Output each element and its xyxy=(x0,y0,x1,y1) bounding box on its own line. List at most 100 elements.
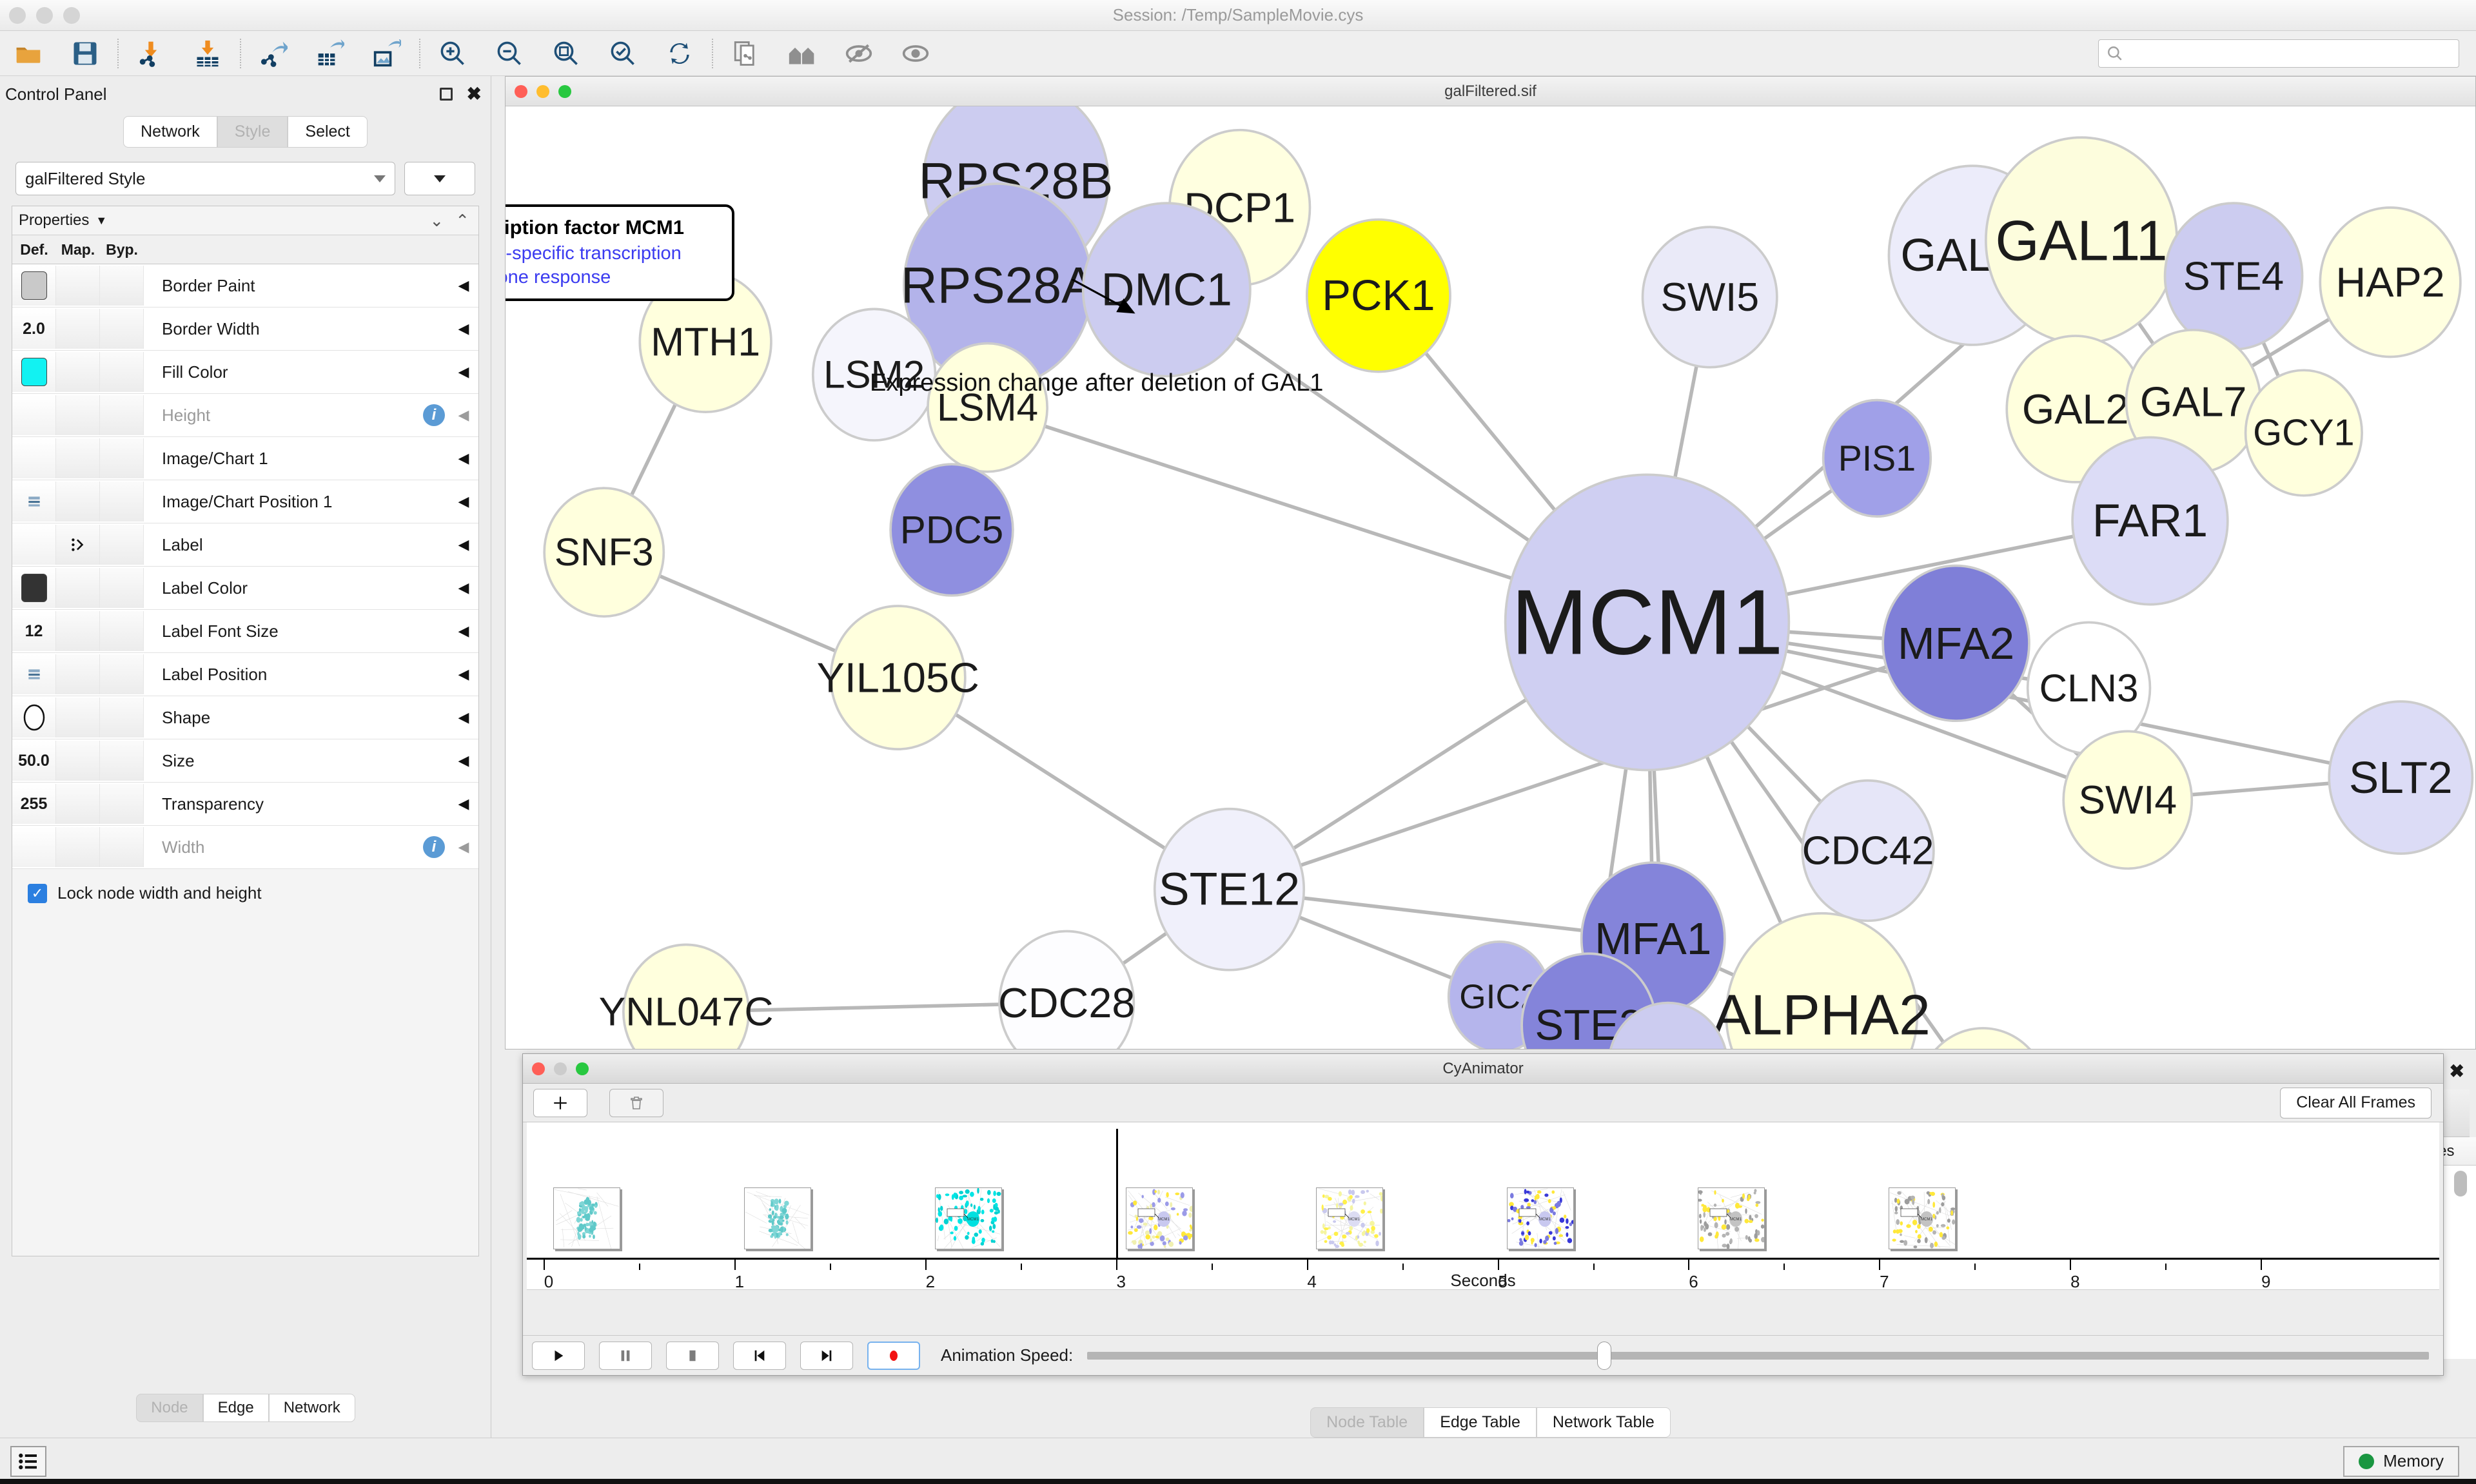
tab-edge[interactable]: Edge xyxy=(202,1394,269,1422)
property-default-cell[interactable]: 2.0 xyxy=(12,309,56,349)
search-input[interactable] xyxy=(2098,39,2459,68)
network-node[interactable]: MFA2 xyxy=(1882,564,2030,723)
info-icon[interactable]: i xyxy=(423,404,445,426)
property-bypass-cell[interactable] xyxy=(100,784,144,824)
property-row[interactable]: Shape ◀ xyxy=(12,696,478,739)
expand-property-icon[interactable]: ◀ xyxy=(458,709,469,725)
table-scrollbar[interactable] xyxy=(2454,1171,2467,1196)
network-node[interactable]: LSM4 xyxy=(927,342,1048,473)
property-bypass-cell[interactable] xyxy=(100,698,144,737)
expand-property-icon[interactable]: ◀ xyxy=(458,796,469,812)
network-node[interactable]: SWI5 xyxy=(1641,226,1778,369)
tab-network-style[interactable]: Network xyxy=(268,1394,355,1422)
tab-node[interactable]: Node xyxy=(136,1394,203,1422)
minimize-window-button[interactable] xyxy=(36,6,53,24)
network-node[interactable]: GAL11 xyxy=(1985,136,2178,345)
style-select[interactable]: galFiltered Style xyxy=(15,162,395,195)
animation-speed-slider[interactable] xyxy=(1087,1341,2429,1370)
zoom-selected-icon[interactable] xyxy=(594,31,651,76)
first-neighbors-icon[interactable] xyxy=(774,31,830,76)
property-mapping-cell[interactable] xyxy=(56,827,100,867)
property-mapping-cell[interactable] xyxy=(56,525,100,565)
network-node[interactable]: LSM2 xyxy=(811,308,937,442)
property-row[interactable]: Image/Chart 1 ◀ xyxy=(12,437,478,480)
add-frame-button[interactable] xyxy=(533,1088,587,1117)
timeline-frame[interactable] xyxy=(743,1187,811,1249)
pause-button[interactable] xyxy=(599,1341,652,1370)
property-default-cell[interactable]: 50.0 xyxy=(12,741,56,781)
color-swatch[interactable] xyxy=(21,358,47,386)
expand-property-icon[interactable]: ◀ xyxy=(458,666,469,682)
property-row[interactable]: 50.0 Size ◀ xyxy=(12,739,478,783)
property-default-cell[interactable] xyxy=(12,266,56,306)
timeline-playhead[interactable] xyxy=(1115,1129,1118,1258)
timeline-frame[interactable]: MCM1 xyxy=(1698,1187,1765,1249)
expand-property-icon[interactable]: ◀ xyxy=(458,752,469,768)
cyanimator-timeline[interactable]: Seconds MCM1 MCM1 MCM1 MCM1 MCM1 MCM1 0 1 2 3 4 5 6 7… xyxy=(527,1122,2439,1291)
network-node[interactable]: YIL105C xyxy=(817,605,979,751)
tab-edge-table[interactable]: Edge Table xyxy=(1424,1407,1537,1438)
zoom-in-icon[interactable] xyxy=(424,31,481,76)
delete-frame-button[interactable] xyxy=(609,1088,663,1117)
import-table-icon[interactable] xyxy=(179,31,236,76)
property-mapping-cell[interactable] xyxy=(56,438,100,478)
color-swatch[interactable] xyxy=(21,574,47,602)
expand-property-icon[interactable]: ◀ xyxy=(458,536,469,552)
previous-frame-button[interactable] xyxy=(733,1341,786,1370)
timeline-frame[interactable]: MCM1 xyxy=(1889,1187,1956,1249)
clear-all-frames-button[interactable]: Clear All Frames xyxy=(2280,1087,2432,1118)
property-bypass-cell[interactable] xyxy=(100,438,144,478)
minimize-window-button[interactable] xyxy=(554,1062,567,1075)
property-row[interactable]: Label Position ◀ xyxy=(12,653,478,696)
info-icon[interactable]: i xyxy=(423,836,445,858)
network-node[interactable]: YNL047C xyxy=(599,943,774,1049)
property-row[interactable]: 12 Label Font Size ◀ xyxy=(12,610,478,653)
property-bypass-cell[interactable] xyxy=(100,827,144,867)
property-row[interactable]: 255 Transparency ◀ xyxy=(12,783,478,826)
network-node[interactable]: ALPHA2 xyxy=(1713,912,1931,1049)
zoom-fit-icon[interactable] xyxy=(538,31,594,76)
property-default-cell[interactable] xyxy=(12,827,56,867)
property-mapping-cell[interactable] xyxy=(56,568,100,608)
network-node[interactable]: MTH1 xyxy=(638,270,772,413)
network-canvas[interactable]: DCP1 RPS28B RPS28A DMC1 PCK1 SWI5 GAL80 GAL11 ST… xyxy=(506,106,2475,1049)
property-default-cell[interactable] xyxy=(12,438,56,478)
network-node[interactable]: CDC42 xyxy=(1801,779,1935,923)
property-mapping-cell[interactable] xyxy=(56,309,100,349)
property-bypass-cell[interactable] xyxy=(100,654,144,694)
tab-style[interactable]: Style xyxy=(217,116,288,148)
property-default-cell[interactable]: 12 xyxy=(12,611,56,651)
property-row[interactable]: Width i ◀ xyxy=(12,826,478,869)
slider-knob[interactable] xyxy=(1597,1341,1611,1370)
network-node[interactable]: TUP1 xyxy=(1917,1027,2049,1049)
network-node[interactable]: SLT2 xyxy=(2328,700,2474,855)
annotation-box[interactable]: Transcription factor MCM1 Cell-type-spec… xyxy=(506,204,734,302)
tab-network-table[interactable]: Network Table xyxy=(1536,1407,1671,1438)
float-panel-icon[interactable] xyxy=(439,88,453,101)
property-bypass-cell[interactable] xyxy=(100,611,144,651)
expand-property-icon[interactable]: ◀ xyxy=(458,580,469,596)
network-node[interactable]: SNF3 xyxy=(543,487,665,618)
refresh-icon[interactable] xyxy=(651,31,708,76)
property-mapping-cell[interactable] xyxy=(56,266,100,306)
lock-node-row[interactable]: ✓ Lock node width and height xyxy=(12,869,478,903)
property-bypass-cell[interactable] xyxy=(100,482,144,522)
property-bypass-cell[interactable] xyxy=(100,266,144,306)
property-default-cell[interactable] xyxy=(12,352,56,392)
network-node[interactable]: MCM1 xyxy=(1504,473,1791,772)
property-mapping-cell[interactable] xyxy=(56,698,100,737)
property-row[interactable]: Height i ◀ xyxy=(12,394,478,437)
property-row[interactable]: Fill Color ◀ xyxy=(12,351,478,394)
network-node[interactable]: PIS1 xyxy=(1822,398,1932,518)
network-node[interactable]: PDC5 xyxy=(889,463,1014,597)
property-row[interactable]: Label ◀ xyxy=(12,523,478,567)
chevron-down-icon[interactable]: ▼ xyxy=(95,213,108,227)
tab-network[interactable]: Network xyxy=(123,116,217,148)
property-default-cell[interactable]: 255 xyxy=(12,784,56,824)
play-button[interactable] xyxy=(532,1341,585,1370)
zoom-window-button[interactable] xyxy=(576,1062,589,1075)
network-node[interactable]: STE4 xyxy=(2163,202,2304,351)
property-bypass-cell[interactable] xyxy=(100,741,144,781)
timeline-frame[interactable]: MCM1 xyxy=(934,1187,1002,1249)
show-all-icon[interactable] xyxy=(887,31,944,76)
